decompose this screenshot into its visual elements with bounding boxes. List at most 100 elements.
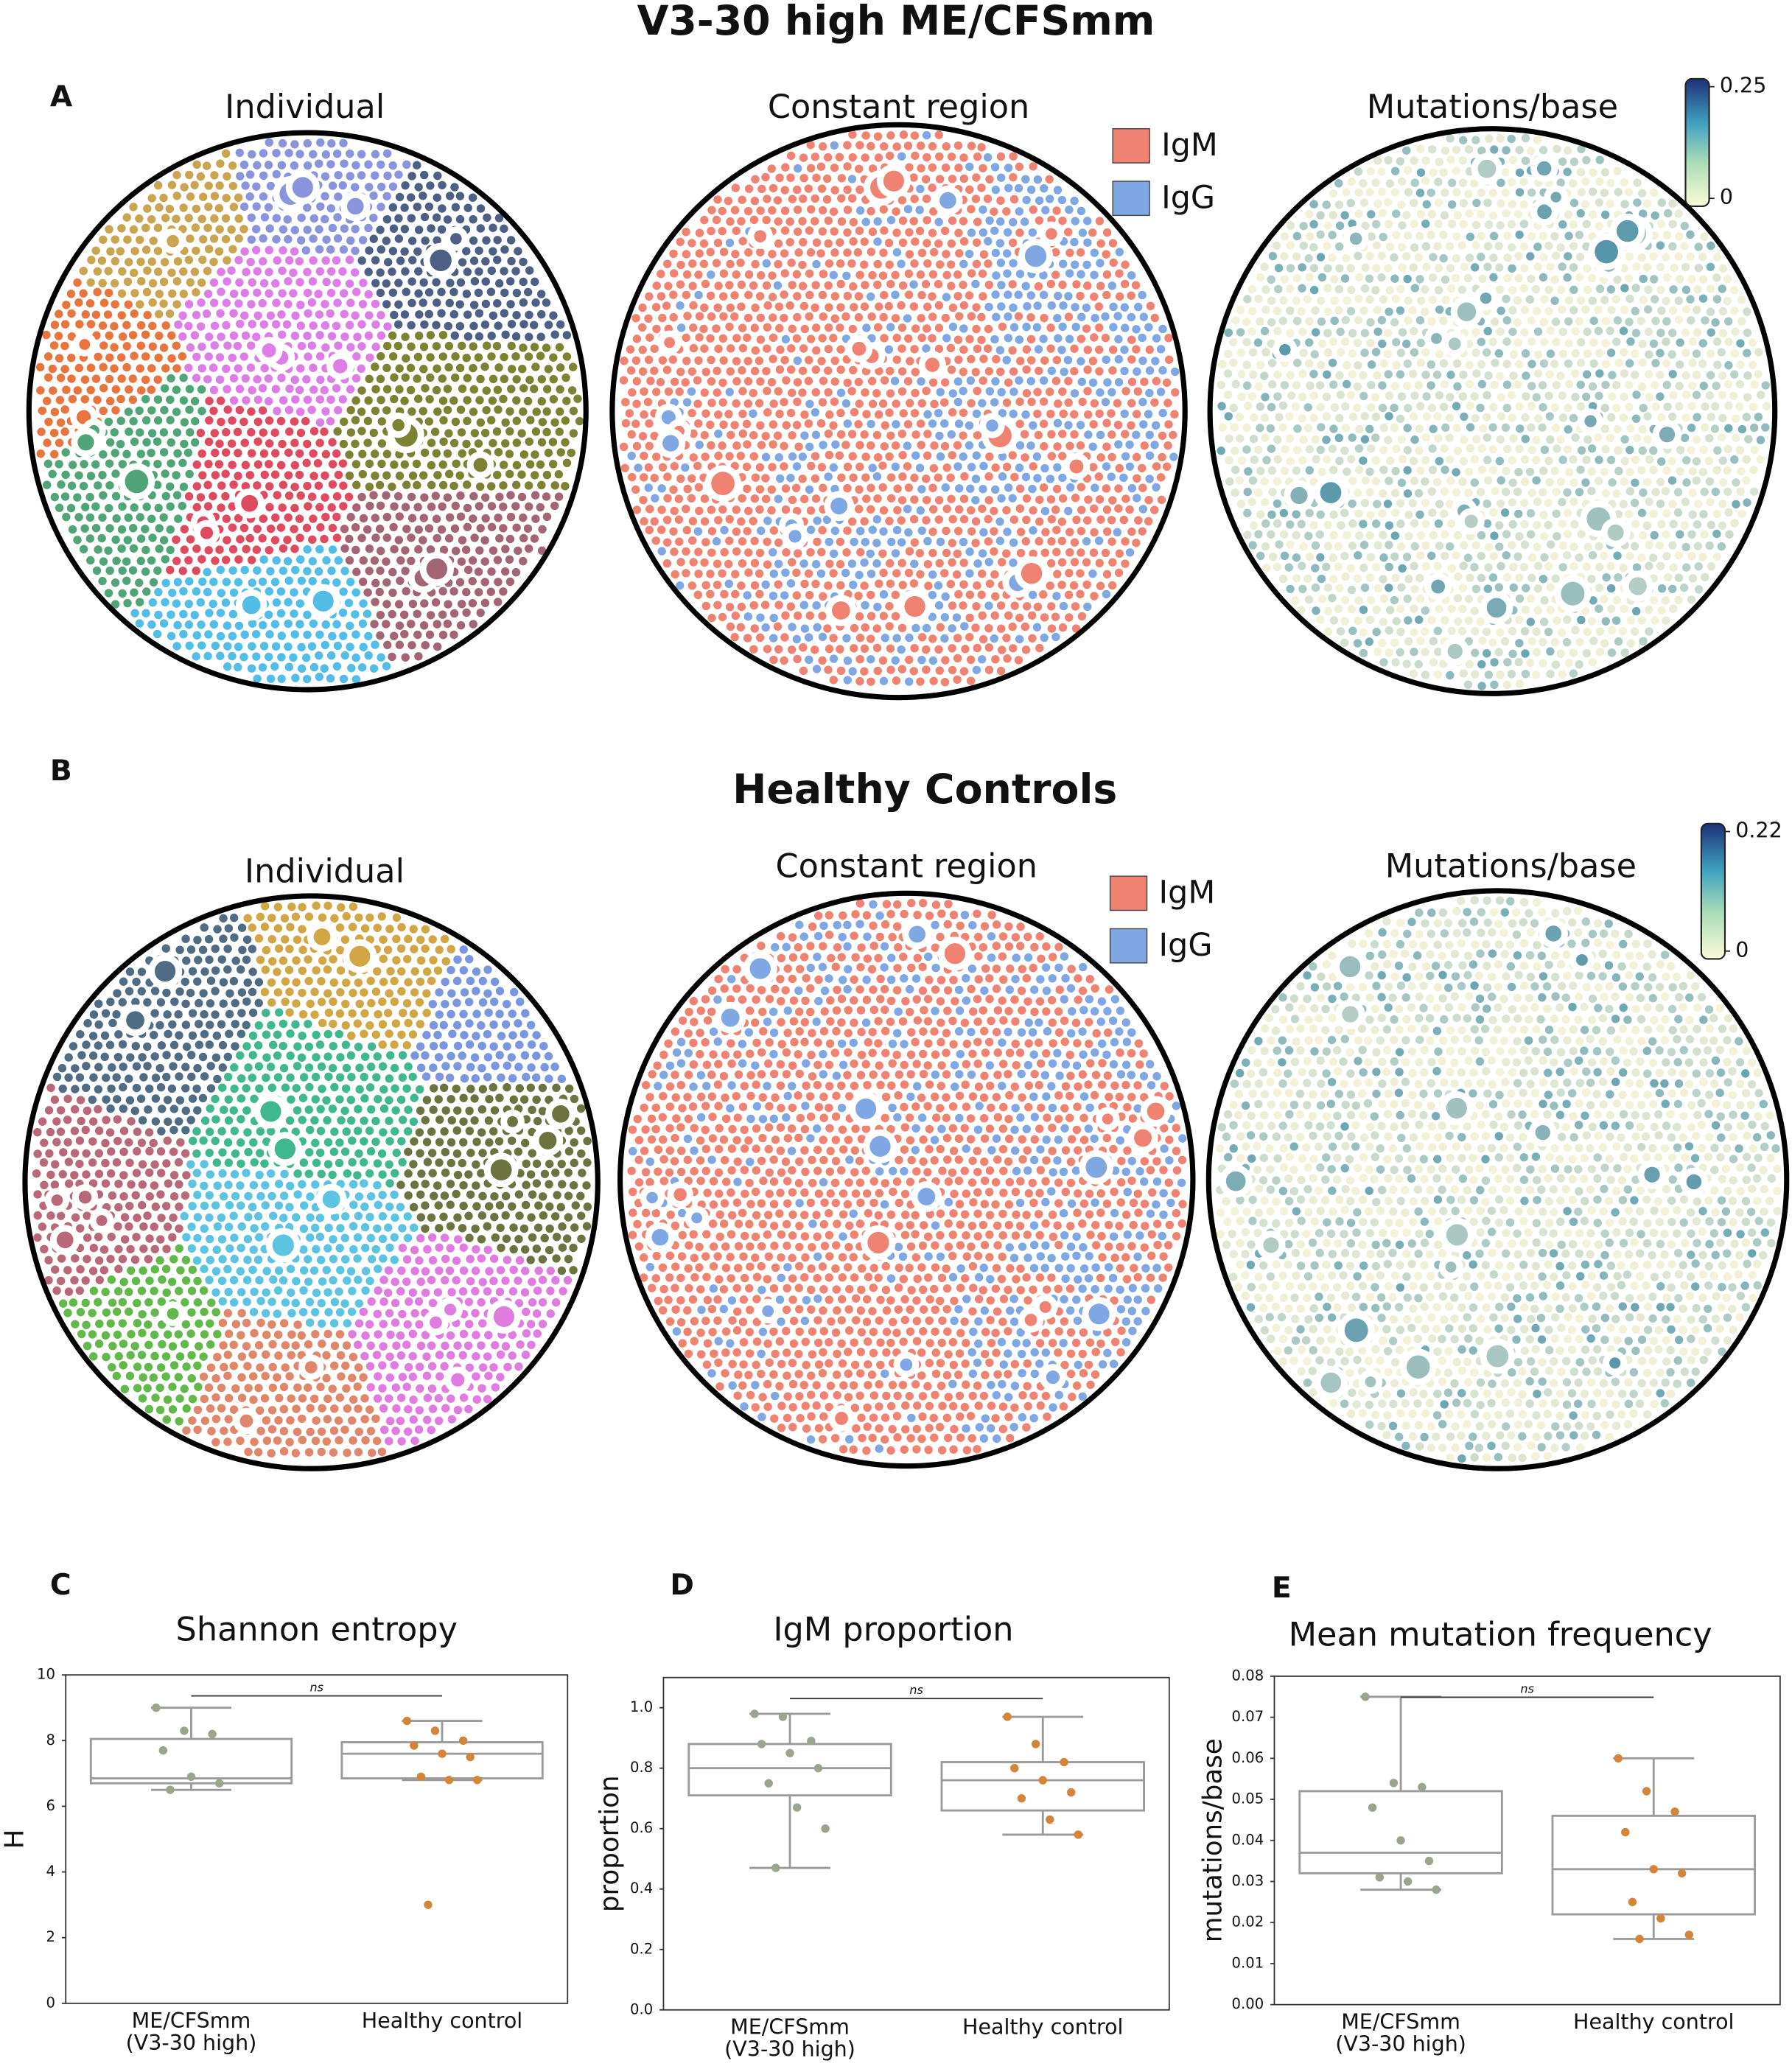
cell-dot [947,239,956,248]
cell-dot [395,640,405,649]
cell-dot [847,259,856,268]
cell-dot [1491,358,1499,368]
cell-dot [991,377,1000,386]
cell-dot [1403,274,1412,284]
cell-dot [682,547,690,556]
cell-dot [806,140,815,150]
cell-dot [1309,413,1318,422]
cell-dot [1410,156,1418,165]
cell-dot [1527,402,1536,410]
cell-dot [221,598,231,607]
cell-dot [111,535,120,545]
cell-dot [1267,379,1277,389]
cell-dot [344,598,354,608]
cell-dot [365,544,374,553]
cell-dot [438,181,447,190]
cell-dot [469,491,478,501]
cell-dot [143,266,152,275]
cell-dot [1078,397,1087,407]
cell-dot [1133,302,1143,312]
cell-dot [400,629,409,639]
cell-dot [290,588,298,597]
cell-dot [402,287,410,296]
cell-dot [868,525,877,534]
cell-dot [1015,270,1025,279]
cell-dot [695,333,704,342]
cell-dot [867,377,877,385]
cell-dot [1065,613,1074,622]
cell-dot [805,312,813,321]
cell-dot [1107,388,1116,397]
cell-dot [1730,455,1739,464]
cell-dot [117,289,127,298]
cell-dot [965,249,974,259]
cell-dot [881,421,889,430]
cell-dot [1712,381,1721,391]
cell-dot [1490,317,1499,326]
cell-dot [1365,488,1374,497]
cell-dot [239,523,249,533]
cell-dot [1563,488,1572,497]
cell-dot [332,533,342,542]
cell-dot [1503,273,1512,283]
cell-dot [38,406,46,416]
cell-dot [1606,285,1616,294]
cell-dot [669,269,679,278]
cell-dot [977,143,986,152]
cell-dot [290,332,300,340]
cell-dot [209,363,218,372]
cell-dot [248,385,256,395]
cell-dot [197,322,206,331]
cell-dot [1113,312,1122,321]
cell-dot [732,377,741,386]
cell-dot [638,367,648,376]
cell-dot [1108,366,1117,375]
cell-dot [959,559,968,567]
cell-dot [110,322,119,331]
cell-dot [650,431,659,441]
cell-dot [1452,232,1461,241]
cell-dot [542,343,551,352]
cell-dot [1273,455,1282,464]
cell-dot [147,620,156,629]
cell-dot [1656,329,1665,337]
cell-dot [1065,528,1074,536]
cell-dot [1717,348,1726,357]
cell-dot [725,388,734,396]
cell-dot [1706,284,1715,293]
cell-dot [253,481,262,490]
cell-dot [111,256,120,266]
cell-dot [812,173,821,183]
cell-dot [707,399,716,407]
cell-dot [1158,324,1167,334]
cell-dot [519,533,528,543]
cell-dot [408,471,418,480]
cell-dot [49,428,59,438]
cell-dot [111,578,120,587]
cell-dot [1323,370,1331,379]
cell-dot [744,568,753,577]
cell-dot [836,323,844,332]
cell-dot [1521,349,1530,358]
cell-dot [971,368,980,377]
cell-dot [480,598,490,608]
cell-dot [1224,369,1233,378]
cell-dot [1435,350,1444,359]
cell-dot [377,396,385,405]
cell-dot [62,385,71,394]
cell-dot [645,441,654,451]
cell-dot [251,225,261,234]
clone [473,458,488,472]
cell-dot [1612,381,1621,390]
cell-dot [1575,253,1585,262]
cell-dot [104,417,113,427]
cell-dot [719,420,728,430]
cell-dot [339,481,348,490]
cell-dot [1371,413,1381,421]
cell-dot [1601,489,1611,498]
cell-dot [346,343,355,351]
cell-dot [1102,419,1111,427]
cell-dot [1564,252,1572,261]
cell-dot [99,406,108,416]
cell-dot [1039,590,1048,599]
